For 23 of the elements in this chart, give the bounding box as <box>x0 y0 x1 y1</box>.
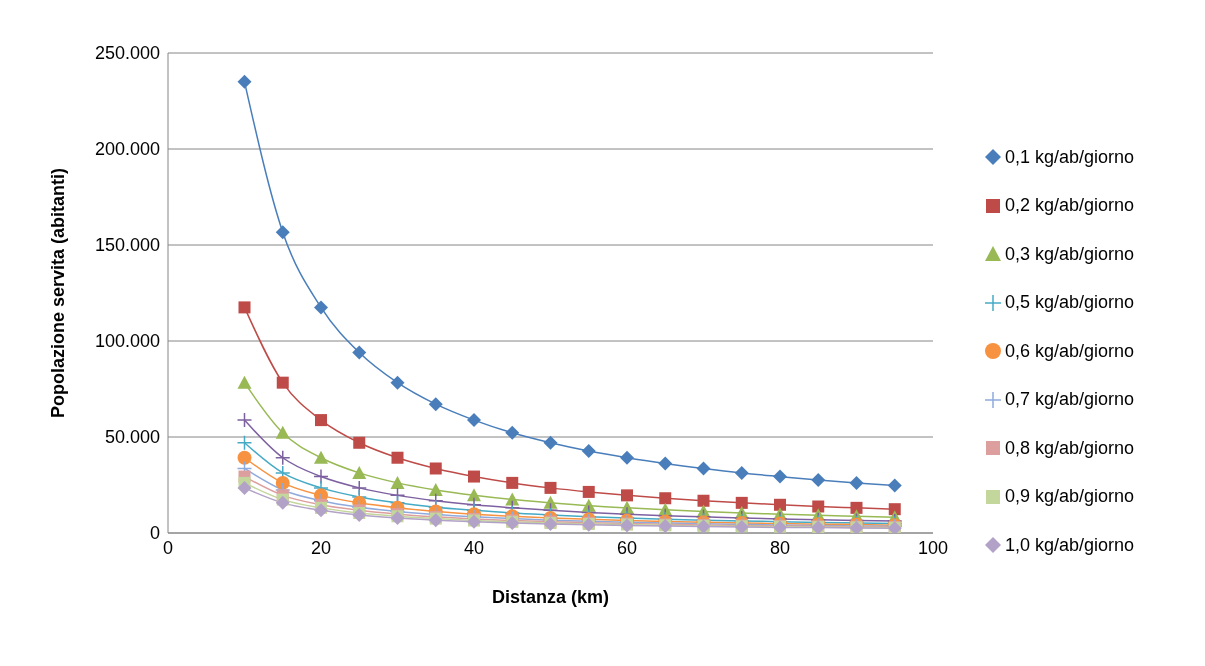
y-tick-label: 200.000 <box>94 139 160 160</box>
legend-label: 0,5 kg/ab/giorno <box>1005 292 1135 313</box>
y-tick-label: 250.000 <box>94 43 160 64</box>
x-tick-label: 40 <box>463 537 485 558</box>
legend-label: 1,0 kg/ab/giorno <box>1005 534 1135 556</box>
x-tick-label: 20 <box>310 537 332 558</box>
x-tick-label: 100 <box>917 537 949 558</box>
x-tick-label: 60 <box>616 537 638 558</box>
y-tick-label: 0 <box>149 523 160 544</box>
legend-label: 0,6 kg/ab/giorno <box>1005 340 1135 362</box>
y-axis-title: Popolazione servita (abitanti) <box>48 167 69 419</box>
x-tick-label: 0 <box>162 537 174 558</box>
legend-label: 0,9 kg/ab/giorno <box>1005 486 1135 507</box>
legend-label: 0,2 kg/ab/giorno <box>1005 195 1135 216</box>
legend-label: 0,8 kg/ab/giorno <box>1005 437 1135 459</box>
y-tick-label: 100.000 <box>94 331 160 352</box>
legend-label: 0,3 kg/ab/giorno <box>1005 243 1135 265</box>
x-tick-label: 80 <box>769 537 791 558</box>
legend-label: 0,1 kg/ab/giorno <box>1005 146 1135 168</box>
x-axis-title: Distanza (km) <box>491 587 610 607</box>
y-tick-label: 150.000 <box>94 235 160 256</box>
legend-label: 0,7 kg/ab/giorno <box>1005 389 1135 410</box>
y-tick-label: 50.000 <box>104 427 160 448</box>
